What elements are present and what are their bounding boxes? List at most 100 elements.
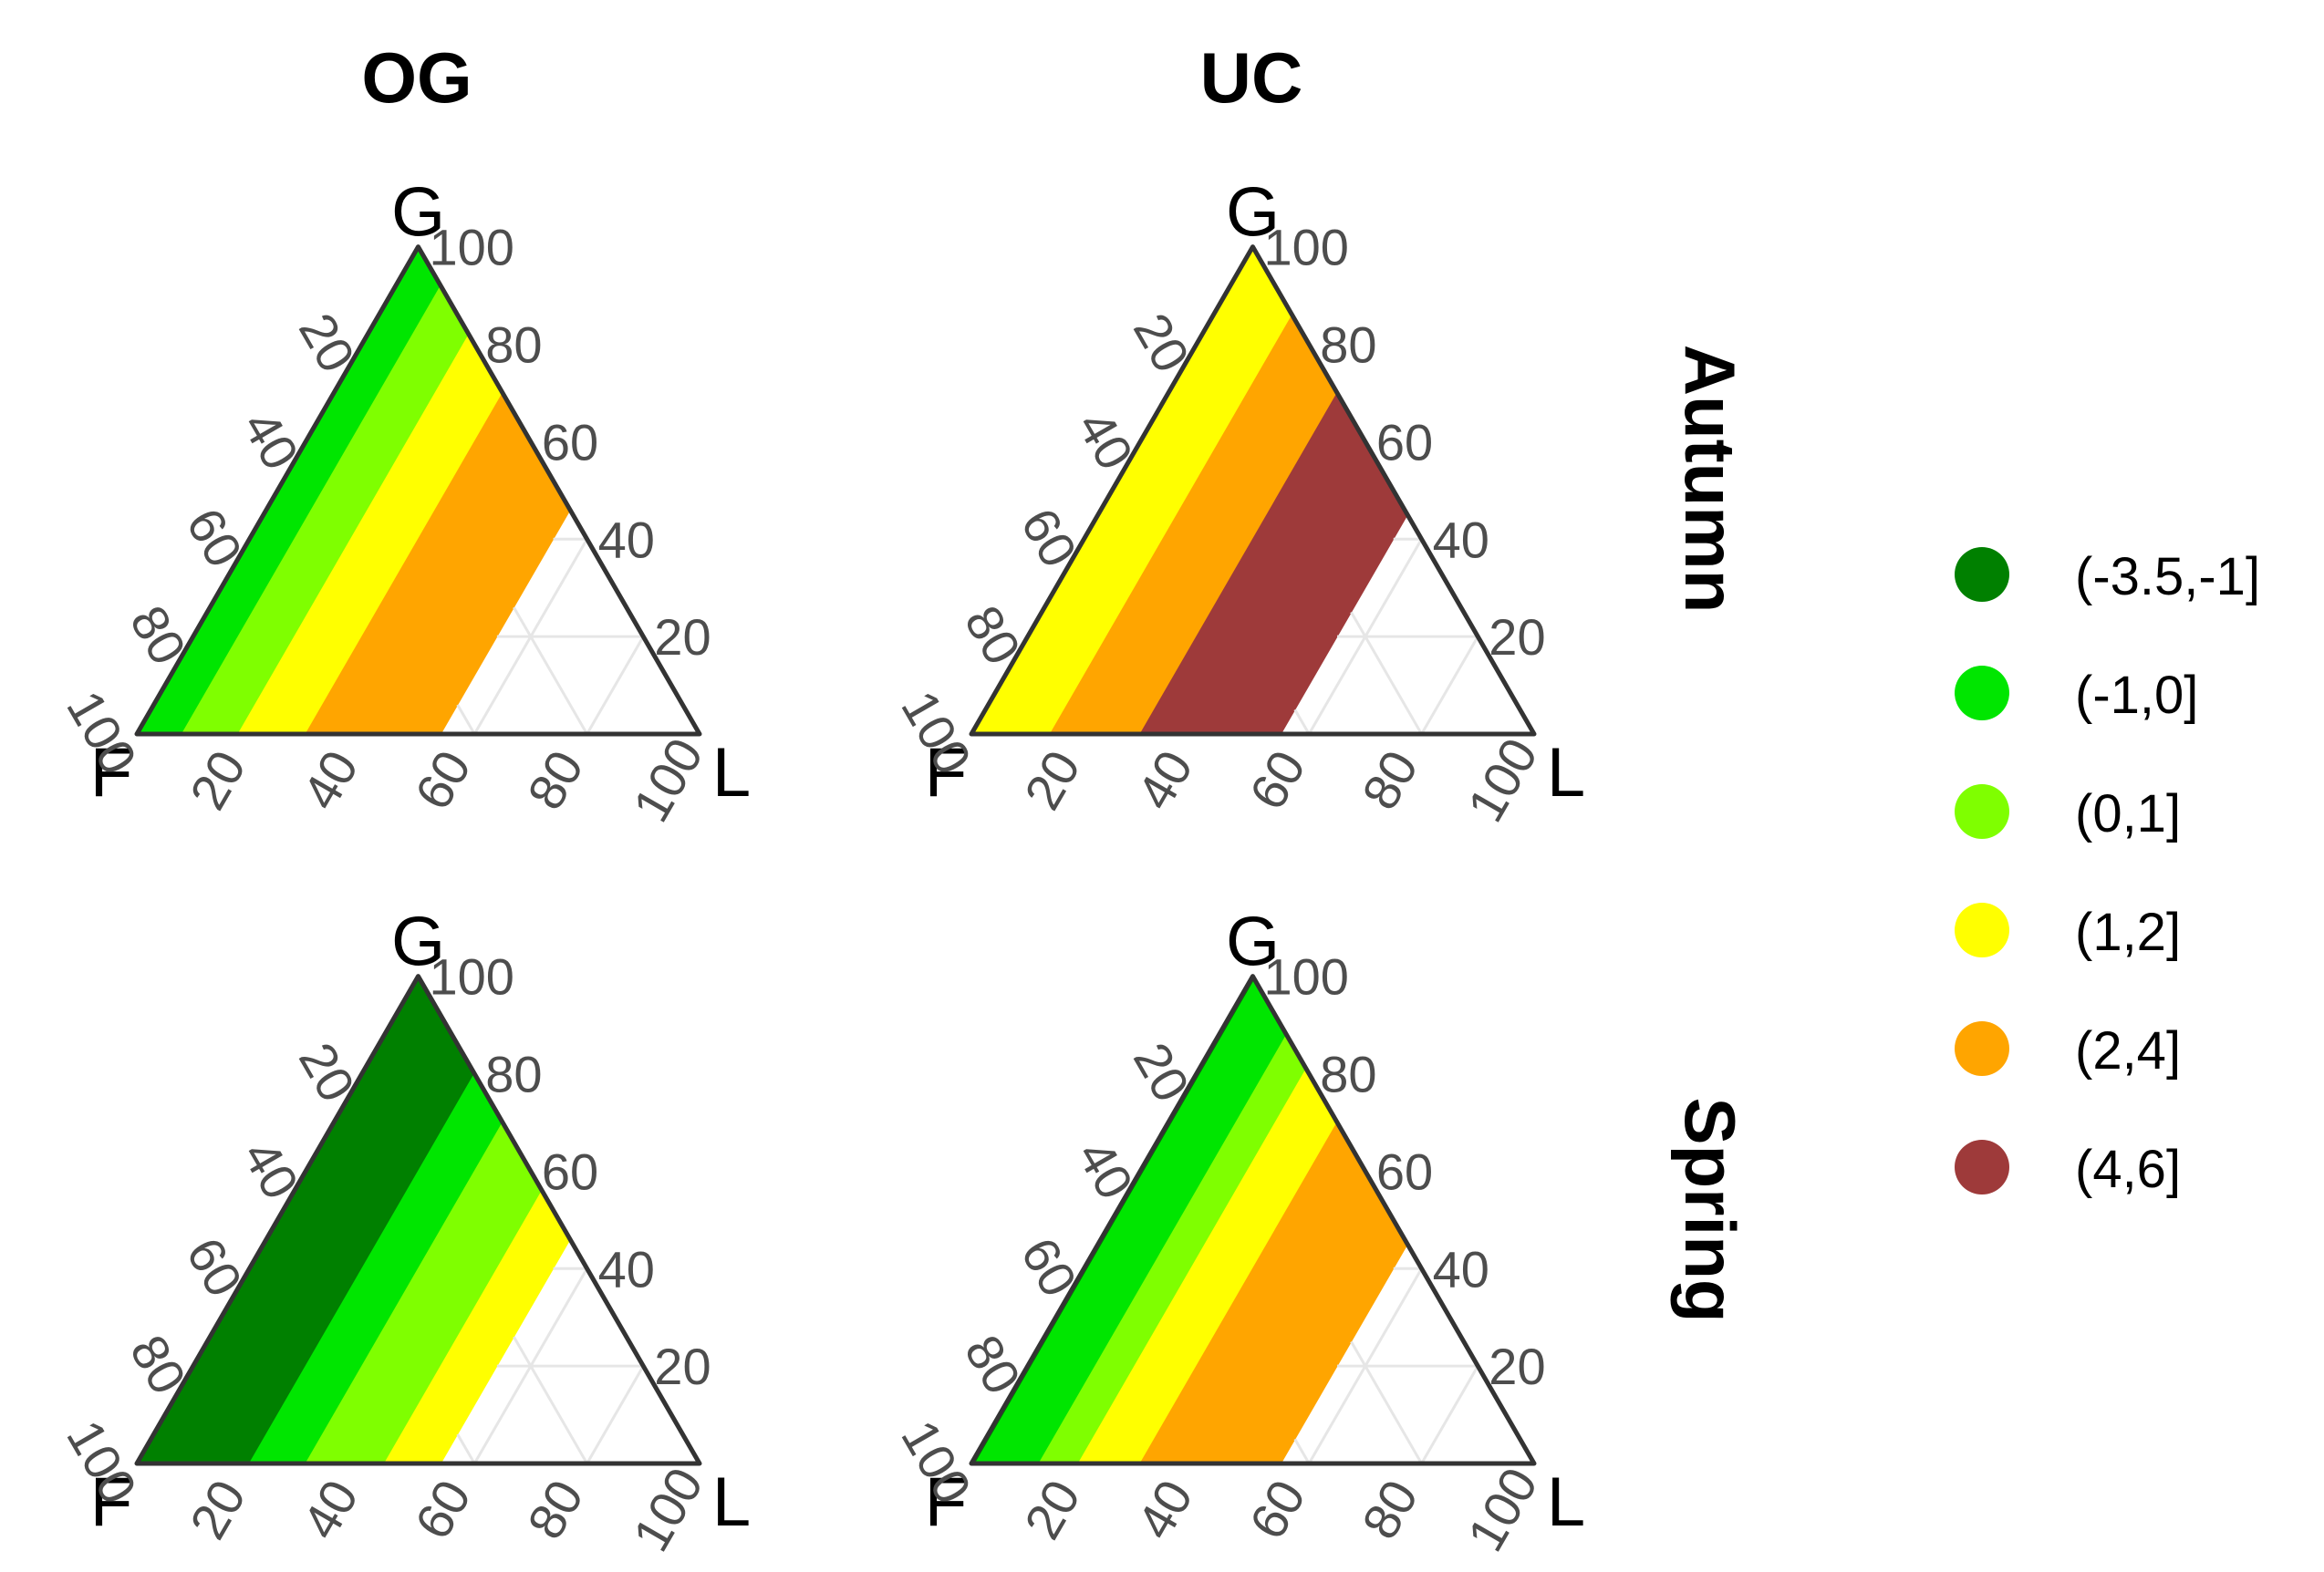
tick-label-l: 80 — [1351, 741, 1429, 819]
vertex-label-g: G — [1226, 904, 1280, 981]
tick-label-g: 20 — [654, 608, 711, 666]
vertex-label-g: G — [391, 904, 445, 981]
tick-label-g: 20 — [654, 1338, 711, 1395]
tick-label-l: 20 — [179, 1471, 257, 1548]
column-title-og: OG — [361, 37, 472, 118]
grid-line — [472, 538, 588, 735]
tick-label-l: 40 — [291, 1471, 369, 1548]
tick-label-g: 60 — [542, 413, 598, 471]
tick-label-l: 40 — [291, 741, 369, 819]
grid-line — [1293, 1438, 1311, 1464]
tick-label-g: 60 — [542, 1143, 598, 1200]
legend-label: (1,2] — [2075, 903, 2181, 962]
tick-label-l: 80 — [1351, 1471, 1429, 1548]
tick-label-l: 40 — [1126, 1471, 1204, 1548]
legend-swatch — [1955, 666, 2009, 720]
tick-label-l: 60 — [403, 1471, 482, 1548]
row-title-spring: Spring — [1670, 1098, 1750, 1323]
tick-label-g: 20 — [1489, 1338, 1545, 1395]
grid-line — [456, 1433, 476, 1464]
tick-label-f: 100 — [56, 1411, 148, 1513]
vertex-label-l: L — [1547, 734, 1585, 812]
grid-line — [1293, 708, 1311, 735]
grid-line — [513, 606, 588, 735]
tick-label-l: 20 — [1013, 1471, 1092, 1548]
legend-swatch — [1955, 1021, 2009, 1076]
tick-label-l: 40 — [1126, 741, 1204, 819]
tick-label-l: 60 — [1238, 1471, 1316, 1548]
legend-label: (4,6] — [2075, 1140, 2181, 1199]
triangle-border — [969, 244, 1537, 737]
grid-line — [1420, 1365, 1479, 1464]
grid-lines — [456, 537, 645, 735]
legend-label: (-3.5,-1] — [2075, 547, 2260, 606]
column-title-uc: UC — [1200, 37, 1303, 118]
tick-label-l: 20 — [1013, 741, 1092, 819]
row-title-autumn: Autumn — [1670, 345, 1750, 614]
tick-label-g: 40 — [598, 1240, 655, 1298]
legend-swatch — [1955, 903, 2009, 957]
tick-label-l: 80 — [516, 1471, 595, 1548]
tick-label-g: 40 — [1433, 1240, 1489, 1298]
grid-line — [1307, 538, 1423, 735]
tick-label-g: 100 — [1264, 219, 1349, 276]
tick-label-g: 100 — [430, 219, 514, 276]
tick-label-g: 40 — [1433, 511, 1489, 568]
legend: (-3.5,-1] (-1,0] (0,1] (1,2] (2,4] (4,6] — [1955, 547, 2260, 1199]
grid-lines — [1293, 537, 1479, 735]
tick-label-g: 20 — [1489, 608, 1545, 666]
vertex-label-l: L — [712, 1463, 751, 1541]
grid-line — [586, 1365, 645, 1464]
grid-lines — [456, 1267, 645, 1464]
legend-label: (2,4] — [2075, 1021, 2181, 1081]
tick-label-f: 100 — [890, 681, 982, 783]
tick-label-l: 100 — [1456, 1458, 1548, 1560]
tick-label-l: 100 — [621, 1458, 713, 1560]
vertex-label-f: F — [925, 734, 967, 812]
tick-label-l: 100 — [621, 729, 713, 831]
tick-label-f: 100 — [890, 1411, 982, 1513]
vertex-label-f: F — [925, 1463, 967, 1541]
triangle-border — [134, 244, 702, 737]
grid-line — [513, 1336, 588, 1464]
tick-label-g: 80 — [1320, 316, 1376, 374]
tick-label-g: 100 — [430, 948, 514, 1006]
vertex-label-g: G — [1226, 174, 1280, 252]
vertex-label-f: F — [90, 734, 132, 812]
vertex-label-l: L — [1547, 1463, 1585, 1541]
tick-label-g: 80 — [485, 316, 542, 374]
grid-lines — [1293, 1267, 1479, 1464]
tick-label-l: 20 — [179, 741, 257, 819]
triangle-border — [134, 974, 702, 1466]
legend-label: (0,1] — [2075, 784, 2181, 843]
legend-swatch — [1955, 547, 2009, 602]
grid-line — [1420, 636, 1479, 735]
grid-line — [472, 1267, 588, 1464]
vertex-label-f: F — [90, 1463, 132, 1541]
grid-line — [1307, 1267, 1423, 1464]
tick-label-f: 100 — [56, 681, 148, 783]
tick-label-g: 80 — [485, 1046, 542, 1103]
legend-swatch — [1955, 784, 2009, 839]
tick-label-l: 60 — [403, 741, 482, 819]
grid-line — [456, 704, 476, 735]
tick-label-g: 60 — [1376, 413, 1433, 471]
legend-label: (-1,0] — [2075, 666, 2198, 725]
grid-line — [1350, 611, 1423, 735]
triangle-border — [969, 974, 1537, 1466]
tick-label-g: 60 — [1376, 1143, 1433, 1200]
grid-line — [586, 636, 645, 735]
vertex-label-g: G — [391, 174, 445, 252]
vertex-label-l: L — [712, 734, 751, 812]
tick-label-g: 80 — [1320, 1046, 1376, 1103]
legend-swatch — [1955, 1140, 2009, 1195]
tick-label-l: 100 — [1456, 729, 1548, 831]
tick-label-l: 80 — [516, 741, 595, 819]
tick-label-l: 60 — [1238, 741, 1316, 819]
grid-line — [1350, 1340, 1423, 1464]
